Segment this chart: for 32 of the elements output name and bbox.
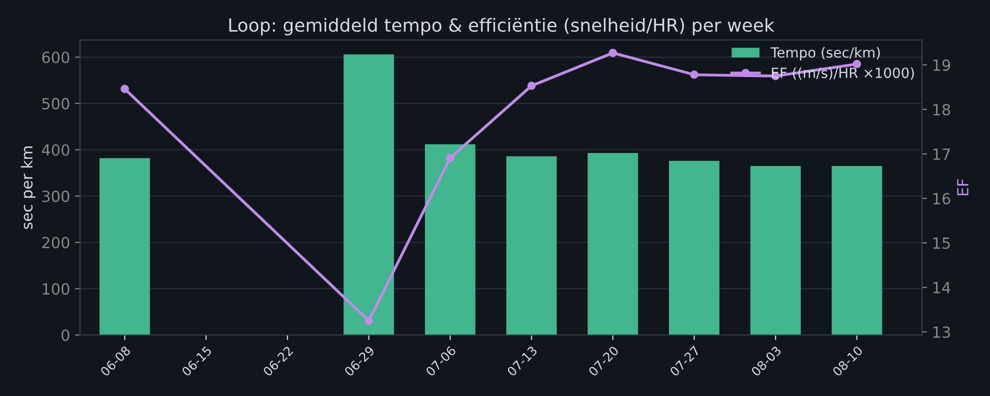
y-tick-label: 600	[42, 52, 70, 64]
y2-tick-label: 15	[933, 238, 950, 249]
bar	[668, 160, 720, 335]
point	[608, 48, 618, 58]
y2-axis-title: EF	[957, 179, 968, 196]
point	[690, 70, 698, 79]
bar	[588, 153, 638, 335]
y2-tick-label: 14	[933, 282, 950, 294]
point	[446, 154, 454, 162]
bar	[424, 144, 476, 335]
y2-tick-label: 18	[933, 104, 950, 116]
y-tick-label: 200	[42, 236, 70, 248]
y-axis-title: sec per km	[20, 146, 36, 229]
bar	[832, 166, 882, 335]
bar	[100, 158, 150, 335]
point	[527, 82, 536, 90]
chart-title: Loop: gemiddeld tempo & efficiëntie (snelheid/HR) per week	[229, 18, 774, 36]
bar	[750, 166, 801, 335]
y2-tick-label: 16	[933, 192, 950, 204]
bar	[506, 156, 557, 335]
legend-label: Tempo (sec/km)	[770, 46, 880, 60]
y2-tick-label: 19	[933, 59, 950, 71]
y-tick-label: 100	[42, 283, 70, 295]
y-tick-label: 400	[42, 144, 70, 156]
point	[120, 84, 129, 94]
point	[364, 316, 373, 325]
bar	[344, 54, 394, 335]
y-tick-label: 300	[42, 190, 70, 202]
y-tick-label: 0	[62, 329, 70, 342]
y-tick-label: 500	[42, 98, 70, 110]
y2-tick-label: 17	[933, 148, 950, 160]
y2-tick-label: 13	[933, 326, 950, 338]
